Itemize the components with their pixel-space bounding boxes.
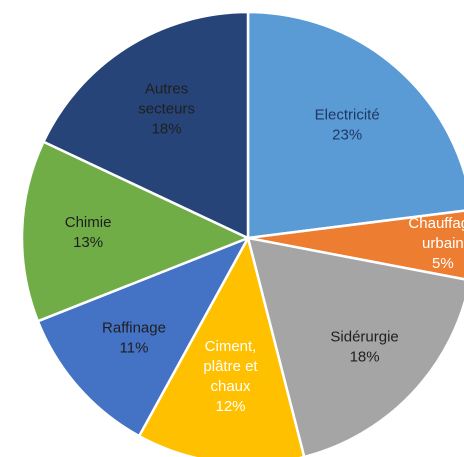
slice-value-label: 23% — [332, 126, 362, 143]
slice-label-5: Chimie 13% — [65, 214, 112, 251]
slice-value-label: 11% — [120, 339, 149, 356]
slice-category-label: Chauffage — [408, 215, 464, 232]
slice-category-label: secteurs — [138, 101, 195, 118]
slice-category-label: plâtre et — [203, 358, 258, 375]
slice-label-6: Autres secteurs 18% — [138, 81, 195, 138]
slice-label-1: Chauffage urbain 5% — [408, 215, 464, 272]
pie-slices — [20, 10, 464, 457]
pie-slice-0 — [246, 10, 464, 240]
slice-category-label: Raffinage — [102, 319, 166, 336]
pie-slice-6 — [42, 10, 250, 240]
slice-value-label: 5% — [432, 255, 454, 272]
slice-category-label: Electricité — [315, 106, 380, 123]
slice-value-label: 18% — [152, 121, 182, 138]
slice-category-label: Chimie — [65, 214, 112, 231]
slice-value-label: 18% — [350, 348, 380, 365]
pie-slice-4 — [36, 236, 250, 438]
slice-category-label: Sidérurgie — [330, 328, 398, 345]
slice-label-3: Ciment, plâtre et chaux 12% — [203, 338, 258, 415]
slice-category-label: Ciment, — [205, 338, 257, 355]
slice-label-2: Sidérurgie 18% — [330, 328, 398, 365]
slice-category-label: urbain — [422, 235, 464, 252]
pie-slice-1 — [246, 209, 464, 281]
slice-label-0: Electricité 23% — [315, 106, 380, 143]
pie-slice-5 — [20, 140, 250, 323]
slice-value-label: 13% — [73, 234, 103, 251]
pie-slice-3 — [137, 236, 306, 457]
slice-category-label: chaux — [210, 378, 251, 395]
slice-value-label: 12% — [215, 398, 245, 415]
pie-labels: Electricité 23% Chauffage urbain 5% Sidérurgi… — [65, 81, 464, 415]
slice-category-label: Autres — [145, 81, 188, 98]
slice-label-4: Raffinage 11% — [102, 319, 166, 356]
